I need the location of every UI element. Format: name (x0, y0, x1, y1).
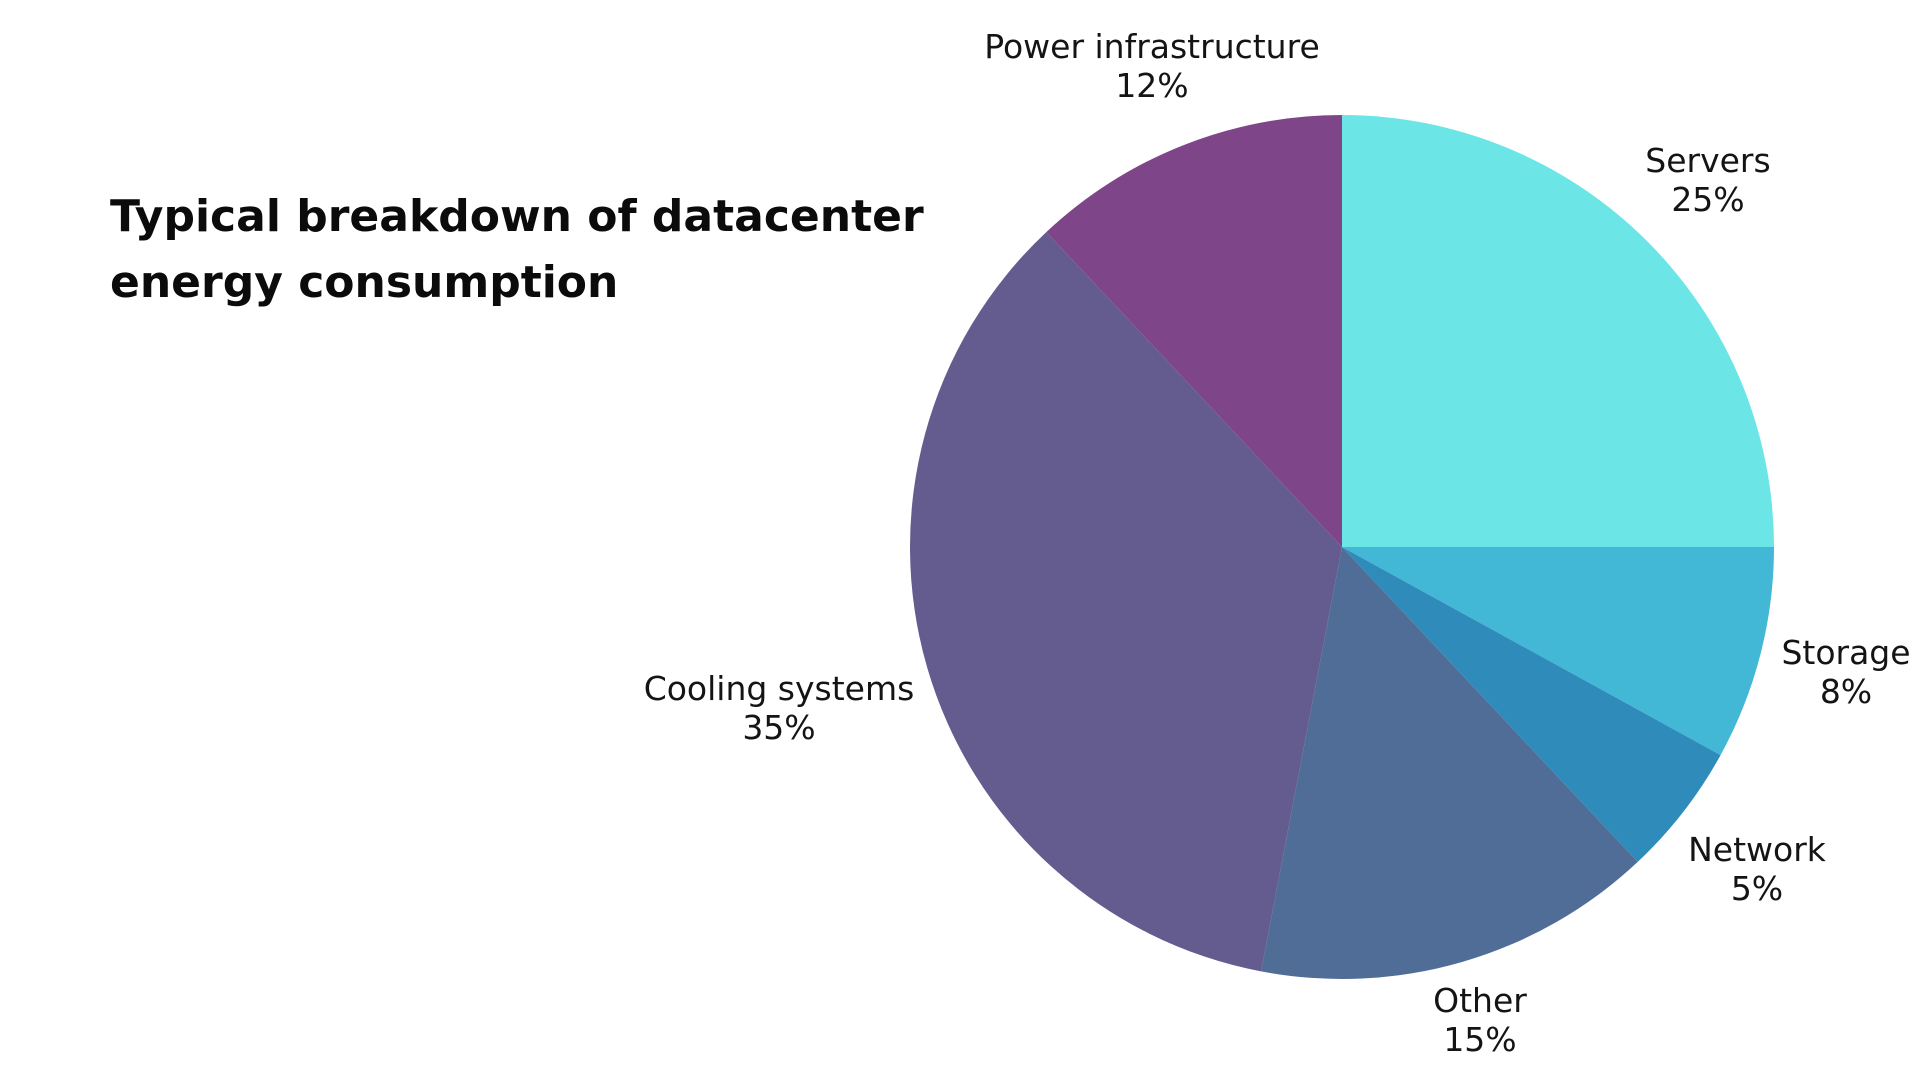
slice-label-other: Other 15% (1433, 981, 1527, 1059)
slice-label-network: Network 5% (1688, 830, 1827, 908)
slice-label-storage: Storage 8% (1781, 633, 1910, 711)
slice-servers (1342, 115, 1774, 547)
slice-other (1261, 547, 1638, 980)
slice-storage (1342, 547, 1774, 756)
slice-cooling-systems (910, 232, 1342, 972)
slice-label-servers: Servers 25% (1645, 141, 1770, 219)
pie-labels: Servers 25% Storage 8% Network 5% Other 15% Cool… (644, 27, 1911, 1059)
chart-title: Typical breakdown of datacenter energy c… (110, 191, 924, 308)
slice-power-infrastructure (1046, 115, 1342, 547)
pie-slices (910, 115, 1774, 980)
slice-label-cooling-systems: Cooling systems 35% (644, 669, 915, 747)
slice-label-power-infrastructure: Power infrastructure 12% (984, 27, 1320, 105)
slice-network (1342, 547, 1721, 862)
